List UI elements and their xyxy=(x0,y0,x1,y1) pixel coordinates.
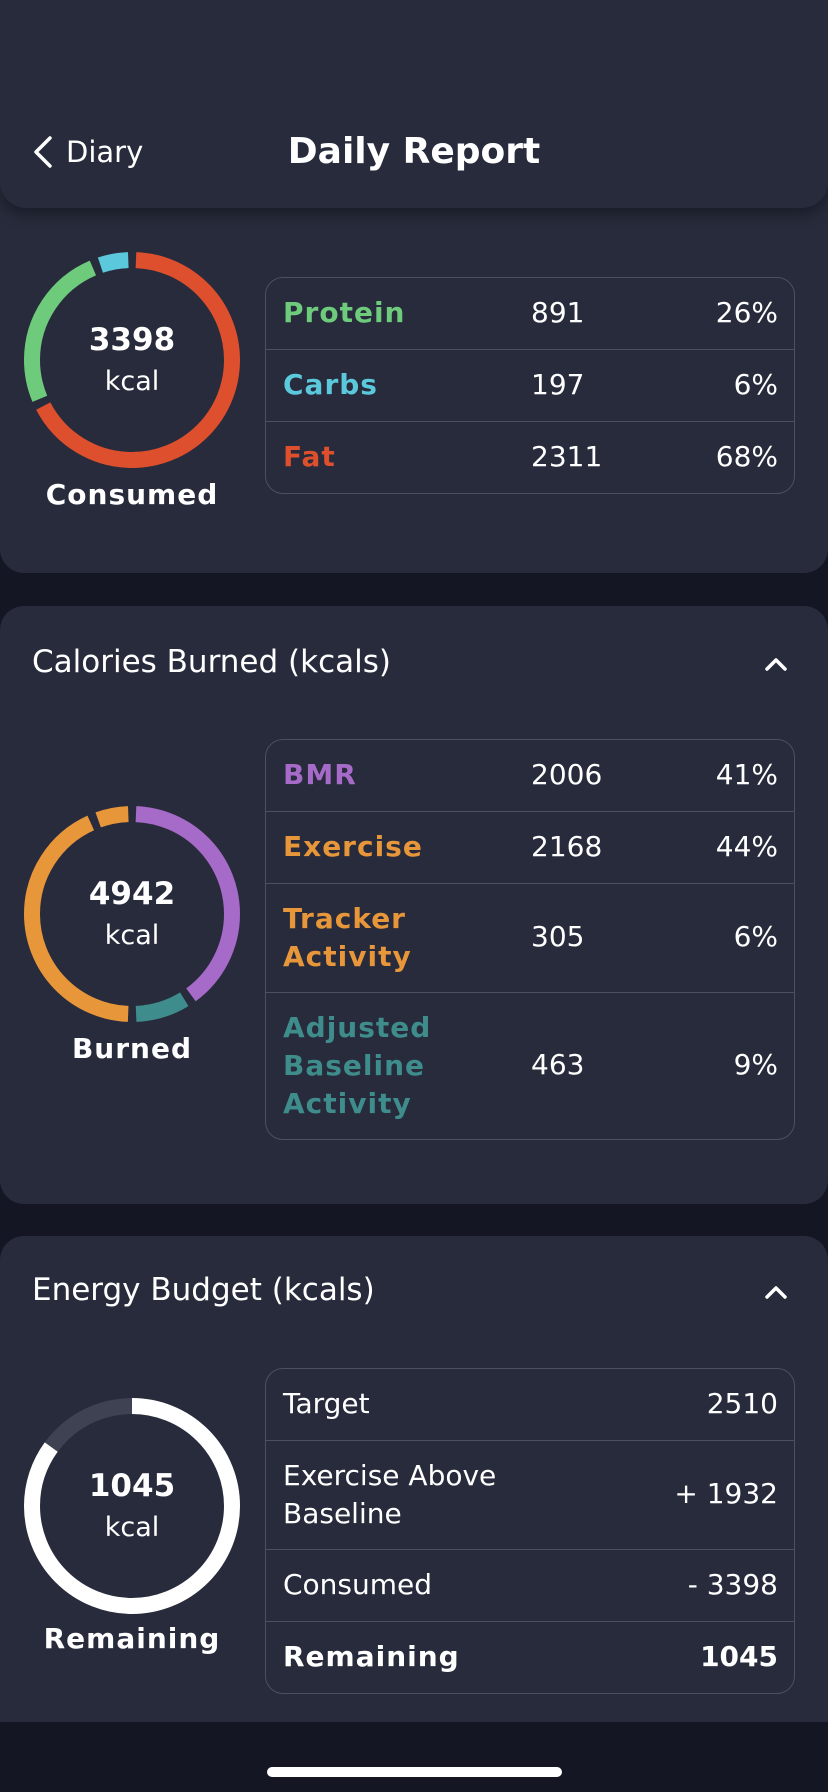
consumed-caption: Consumed xyxy=(45,478,219,511)
ring-segment-bmr xyxy=(24,806,240,1022)
consumed-value: 3398 xyxy=(88,322,176,358)
section-title: Energy Budget (kcals) xyxy=(32,1272,375,1308)
chevron-left-icon xyxy=(34,136,52,168)
macro-table: Protein 891 26% Carbs 197 6% Fat 2311 68… xyxy=(265,277,795,494)
ring-segment-fat xyxy=(24,252,240,468)
consumed-ring xyxy=(24,252,240,468)
burned-table: BMR 2006 41% Exercise 2168 44% Tracker A… xyxy=(265,739,795,1140)
row-value: - 3398 xyxy=(687,1568,778,1601)
row-label: Fat xyxy=(283,440,336,473)
table-row: Adjusted Baseline Activity 463 9% xyxy=(266,992,794,1139)
row-percent: 68% xyxy=(715,440,778,473)
nav-header: Diary Daily Report xyxy=(0,0,828,208)
row-value: 2311 xyxy=(531,440,603,473)
row-value: 2510 xyxy=(706,1387,778,1420)
row-label: Protein xyxy=(283,296,406,329)
remaining-value: 1045 xyxy=(88,1468,176,1504)
section-title: Calories Burned (kcals) xyxy=(32,644,391,680)
burned-value: 4942 xyxy=(88,876,176,912)
burned-unit: kcal xyxy=(104,920,160,951)
burned-ring xyxy=(24,806,240,1022)
row-percent: 44% xyxy=(715,830,778,863)
row-percent: 6% xyxy=(733,920,778,953)
consumed-unit: kcal xyxy=(104,366,160,397)
table-row: Remaining 1045 xyxy=(266,1621,794,1693)
row-value: 197 xyxy=(531,368,585,401)
table-row: Consumed - 3398 xyxy=(266,1549,794,1621)
row-value: 305 xyxy=(531,920,585,953)
row-value: + 1932 xyxy=(674,1477,778,1510)
row-label: Remaining xyxy=(283,1640,460,1673)
row-percent: 26% xyxy=(715,296,778,329)
table-row: Exercise Above Baseline + 1932 xyxy=(266,1440,794,1549)
ring-segment-protein xyxy=(24,252,240,468)
row-label: Adjusted Baseline Activity xyxy=(283,1011,432,1120)
row-label: Target xyxy=(283,1387,370,1420)
table-row: Carbs 197 6% xyxy=(266,349,794,421)
remaining-unit: kcal xyxy=(104,1512,160,1543)
home-indicator[interactable] xyxy=(267,1767,562,1777)
remaining-donut: 1045 kcal xyxy=(22,1396,242,1616)
calories-burned-card: Calories Burned (kcals) 4942 kcal Burned… xyxy=(0,606,828,1204)
consumed-donut: 3398 kcal xyxy=(22,250,242,470)
row-label: BMR xyxy=(283,758,357,791)
table-row: Tracker Activity 305 6% xyxy=(266,883,794,992)
ring-segment-exercise xyxy=(24,806,240,1022)
row-label: Carbs xyxy=(283,368,378,401)
chevron-up-icon[interactable] xyxy=(762,654,790,674)
burned-caption: Burned xyxy=(71,1032,193,1065)
row-percent: 9% xyxy=(733,1048,778,1081)
row-value: 891 xyxy=(531,296,585,329)
page-title: Daily Report xyxy=(287,131,541,172)
table-row: BMR 2006 41% xyxy=(266,740,794,811)
table-row: Exercise 2168 44% xyxy=(266,811,794,883)
row-value: 2168 xyxy=(531,830,603,863)
remaining-caption: Remaining xyxy=(43,1622,221,1655)
row-label: Exercise xyxy=(283,830,423,863)
budget-table: Target 2510 Exercise Above Baseline + 19… xyxy=(265,1368,795,1694)
remaining-arc xyxy=(24,1398,240,1614)
energy-budget-card: Energy Budget (kcals) 1045 kcal Remainin… xyxy=(0,1236,828,1722)
row-value: 2006 xyxy=(531,758,603,791)
table-row: Protein 891 26% xyxy=(266,278,794,349)
row-percent: 6% xyxy=(733,368,778,401)
row-percent: 41% xyxy=(715,758,778,791)
back-button[interactable]: Diary xyxy=(30,130,143,174)
row-value: 463 xyxy=(531,1048,585,1081)
row-label: Exercise Above Baseline xyxy=(283,1459,497,1530)
consumed-card: 3398 kcal Consumed Protein 891 26% Carbs… xyxy=(0,160,828,573)
row-label: Consumed xyxy=(283,1568,433,1601)
table-row: Fat 2311 68% xyxy=(266,421,794,493)
table-row: Target 2510 xyxy=(266,1369,794,1440)
row-label: Tracker Activity xyxy=(283,902,412,973)
back-label: Diary xyxy=(66,135,144,169)
burned-donut: 4942 kcal xyxy=(22,804,242,1024)
row-value: 1045 xyxy=(700,1640,778,1673)
chevron-up-icon[interactable] xyxy=(762,1282,790,1302)
